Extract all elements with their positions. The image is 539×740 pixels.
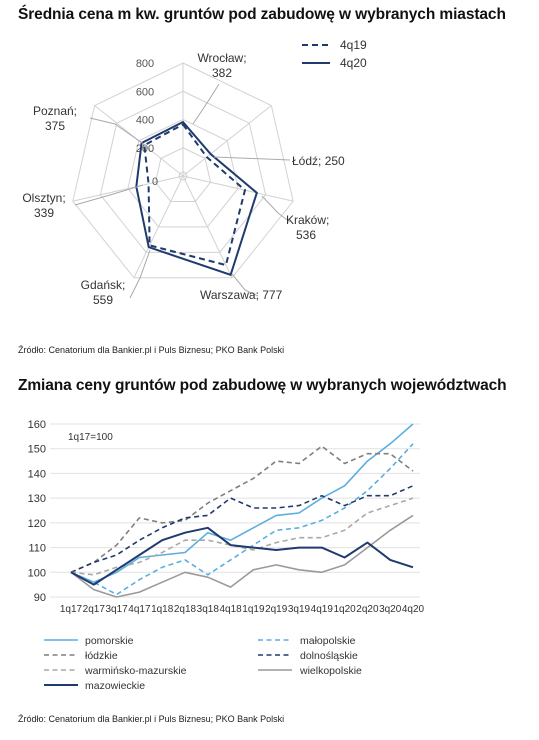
line-x-tick-label: 2q20 [356,604,379,615]
radar-spoke [182,175,233,279]
line-series-łódzkie [70,445,414,574]
radar-series-4q19 [143,123,247,267]
line-y-tick-label: 110 [28,543,46,555]
line-legend-label-wielkopolskie: wielkopolskie [299,665,362,677]
line-x-tick-label: 3q19 [288,604,311,615]
line-legend-label-łódzkie: łódzkie [85,650,118,662]
line-series-pomorskie [70,423,414,584]
line-x-tick-label: 4q18 [219,604,242,615]
line-legend-label-warmińsko-mazurskie: warmińsko-mazurskie [84,665,187,677]
line-chart-source: Źródło: Cenatorium dla Bankier.pl i Puls… [18,714,285,724]
radar-axis-label-1: Wrocław; [197,51,246,65]
line-y-tick-label: 130 [28,493,46,505]
line-x-tick-label: 2q19 [265,604,288,615]
radar-leader-line [129,249,151,299]
radar-leader-line [231,273,259,297]
line-chart-title: Zmiana ceny gruntów pod zabudowę w wybra… [18,377,507,394]
radar-axis-value-5: 559 [93,293,113,307]
radar-grid-ring [178,171,188,181]
radar-grid-ring [154,147,212,202]
radar-grid-ring [72,62,294,279]
line-y-tick-label: 140 [28,468,46,480]
line-annotation: 1q17=100 [68,432,113,443]
radar-axis-label-6: Olsztyn; [22,191,65,205]
radar-tick-label: 0 [152,176,158,188]
line-x-tick-label: 3q20 [379,604,402,615]
radar-tick-label: 800 [136,58,154,70]
radar-tick-label: 400 [136,115,154,127]
line-y-tick-label: 150 [28,444,46,456]
line-x-tick-label: 2q18 [174,604,197,615]
line-y-tick-label: 100 [28,567,46,579]
radar-leader-line [89,117,149,148]
line-x-tick-label: 3q17 [105,604,128,615]
radar-legend-label-4q20: 4q20 [340,56,367,70]
radar-tick-label: 600 [136,86,154,98]
radar-chart-source: Źródło: Cenatorium dla Bankier.pl i Puls… [18,345,285,355]
radar-spoke [133,175,184,279]
line-x-tick-label: 1q17 [60,604,83,615]
line-x-tick-label: 3q18 [197,604,220,615]
line-x-tick-label: 4q20 [402,604,425,615]
radar-legend-label-4q19: 4q19 [340,38,367,52]
radar-leader-line [74,184,144,206]
line-legend-label-dolnośląskie: dolnośląskie [300,650,358,662]
radar-axis-label-2: Łódź; 250 [292,154,345,168]
radar-axis-label-3: Kraków; [286,213,329,227]
radar-leader-line [192,83,220,125]
line-legend-label-małopolskie: małopolskie [300,635,356,647]
line-y-tick-label: 90 [34,592,46,604]
radar-axis-label-7: Poznań; [33,104,77,118]
radar-axis-value-1: 382 [212,66,232,80]
line-series-wielkopolskie [70,514,414,598]
radar-axis-label-4: Warszawa; 777 [200,288,283,302]
radar-spoke [182,175,294,202]
line-series-dolnośląskie [70,485,414,574]
radar-axis-value-6: 339 [34,206,54,220]
radar-spoke [72,175,184,202]
radar-chart-title: Średnia cena m kw. gruntów pod zabudowę … [18,6,506,23]
line-x-tick-label: 1q18 [151,604,174,615]
radar-grid-ring [127,118,239,228]
radar-leader-line [213,156,291,161]
line-y-tick-label: 160 [28,419,46,431]
line-series-mazowieckie [70,526,414,586]
radar-spoke [182,105,272,177]
line-x-tick-label: 1q20 [333,604,356,615]
line-series-warmińsko-mazurskie [70,497,414,576]
radar-axis-label-5: Gdańsk; [81,278,126,292]
line-x-tick-label: 2q17 [83,604,106,615]
line-y-tick-label: 120 [28,518,46,530]
radar-grid-ring [99,90,267,253]
radar-axis-value-3: 536 [296,228,316,242]
line-legend-label-mazowieckie: mazowieckie [85,680,145,692]
radar-leader-line [261,195,291,223]
line-series-małopolskie [70,443,414,596]
line-x-tick-label: 1q19 [242,604,265,615]
line-x-tick-label: 4q17 [128,604,151,615]
radar-series-4q20 [135,120,258,277]
line-legend-label-pomorskie: pomorskie [85,635,134,647]
line-x-tick-label: 4q19 [311,604,334,615]
radar-axis-value-7: 375 [45,119,65,133]
